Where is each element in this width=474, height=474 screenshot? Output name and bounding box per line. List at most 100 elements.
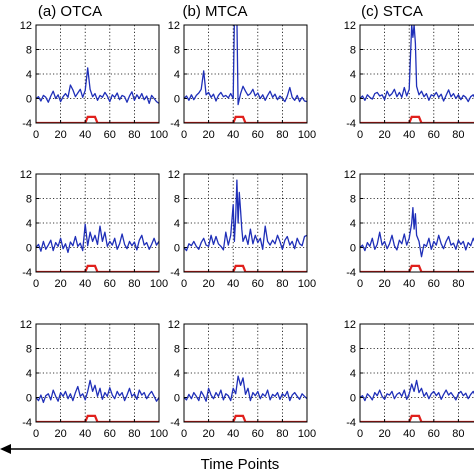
- y-tick-label: 12: [168, 20, 180, 32]
- signal-line: [36, 379, 159, 404]
- y-tick-label: 0: [26, 94, 32, 106]
- x-tick-label: 40: [79, 278, 91, 290]
- y-tick-label: 12: [20, 169, 32, 181]
- x-tick-label: 20: [54, 428, 66, 440]
- x-tick-label: 0: [357, 278, 363, 290]
- x-tick-label: 60: [428, 428, 440, 440]
- x-tick-label: 40: [79, 428, 91, 440]
- y-tick-label: 8: [174, 194, 180, 206]
- y-tick-label: 12: [168, 169, 180, 181]
- y-tick-label: 4: [26, 69, 32, 81]
- y-tick-label: 0: [350, 393, 356, 405]
- y-tick-label: 4: [350, 218, 356, 230]
- x-tick-label: 0: [357, 428, 363, 440]
- x-tick-label: 60: [428, 129, 440, 141]
- x-tick-label: 60: [252, 129, 264, 141]
- reference-line: [360, 115, 474, 123]
- y-tick-label: 4: [174, 69, 180, 81]
- y-tick-label: -4: [22, 118, 32, 130]
- x-tick-label: 100: [150, 428, 168, 440]
- x-tick-label: 100: [298, 129, 316, 141]
- x-tick-label: 80: [276, 278, 288, 290]
- signal-line: [36, 223, 159, 254]
- y-tick-label: 0: [26, 393, 32, 405]
- x-tick-label: 0: [33, 278, 39, 290]
- y-tick-label: 12: [168, 319, 180, 331]
- y-tick-label: 8: [350, 344, 356, 356]
- y-tick-label: 12: [344, 319, 356, 331]
- y-tick-label: 8: [350, 194, 356, 206]
- y-tick-label: 4: [26, 368, 32, 380]
- x-tick-label: 20: [378, 428, 390, 440]
- x-tick-label: 100: [298, 428, 316, 440]
- x-tick-label: 80: [128, 428, 140, 440]
- y-tick-label: 8: [174, 45, 180, 57]
- y-tick-label: -4: [170, 417, 180, 429]
- y-tick-label: 8: [26, 344, 32, 356]
- x-tick-label: 80: [452, 129, 464, 141]
- panel-title-otca: (a) OTCA: [38, 3, 102, 20]
- x-tick-label: 60: [252, 278, 264, 290]
- x-tick-label: 0: [181, 278, 187, 290]
- x-tick-label: 60: [428, 278, 440, 290]
- x-tick-label: 100: [150, 129, 168, 141]
- y-tick-label: 8: [26, 45, 32, 57]
- y-tick-label: -4: [346, 118, 356, 130]
- x-tick-label: 0: [357, 129, 363, 141]
- panel-title-mtca: (b) MTCA: [183, 3, 248, 20]
- signal-line: [184, 375, 307, 402]
- x-tick-label: 20: [202, 428, 214, 440]
- y-tick-label: 0: [174, 393, 180, 405]
- y-tick-label: 12: [344, 20, 356, 32]
- x-axis-label: Time Points: [201, 456, 280, 473]
- signal-line: [36, 67, 159, 105]
- y-tick-label: -4: [170, 267, 180, 279]
- signal-line: [184, 179, 307, 252]
- x-tick-label: 20: [202, 129, 214, 141]
- x-tick-label: 80: [128, 278, 140, 290]
- y-tick-label: 8: [174, 344, 180, 356]
- x-tick-label: 60: [104, 428, 116, 440]
- x-tick-label: 40: [403, 129, 415, 141]
- x-tick-label: 100: [298, 278, 316, 290]
- reference-line: [360, 414, 474, 422]
- x-tick-label: 0: [181, 129, 187, 141]
- x-tick-label: 0: [33, 129, 39, 141]
- y-tick-label: 4: [174, 368, 180, 380]
- x-tick-label: 20: [378, 278, 390, 290]
- y-tick-label: -4: [346, 417, 356, 429]
- x-tick-label: 40: [227, 278, 239, 290]
- x-tick-label: 40: [403, 428, 415, 440]
- x-tick-label: 80: [452, 278, 464, 290]
- y-tick-label: 12: [20, 20, 32, 32]
- y-tick-label: -4: [346, 267, 356, 279]
- y-tick-label: 0: [350, 94, 356, 106]
- reference-line: [184, 414, 307, 422]
- y-tick-label: -4: [22, 267, 32, 279]
- y-tick-label: 8: [350, 45, 356, 57]
- reference-line: [36, 414, 159, 422]
- x-tick-label: 100: [150, 278, 168, 290]
- signal-line: [184, 25, 307, 106]
- x-tick-label: 20: [54, 129, 66, 141]
- y-tick-label: 0: [350, 243, 356, 255]
- y-tick-label: 0: [174, 243, 180, 255]
- y-tick-label: 4: [174, 218, 180, 230]
- arrow-head: [0, 444, 11, 454]
- reference-line: [360, 264, 474, 272]
- y-tick-label: -4: [22, 417, 32, 429]
- y-tick-label: 8: [26, 194, 32, 206]
- x-tick-label: 0: [33, 428, 39, 440]
- x-tick-label: 60: [104, 278, 116, 290]
- x-tick-label: 80: [452, 428, 464, 440]
